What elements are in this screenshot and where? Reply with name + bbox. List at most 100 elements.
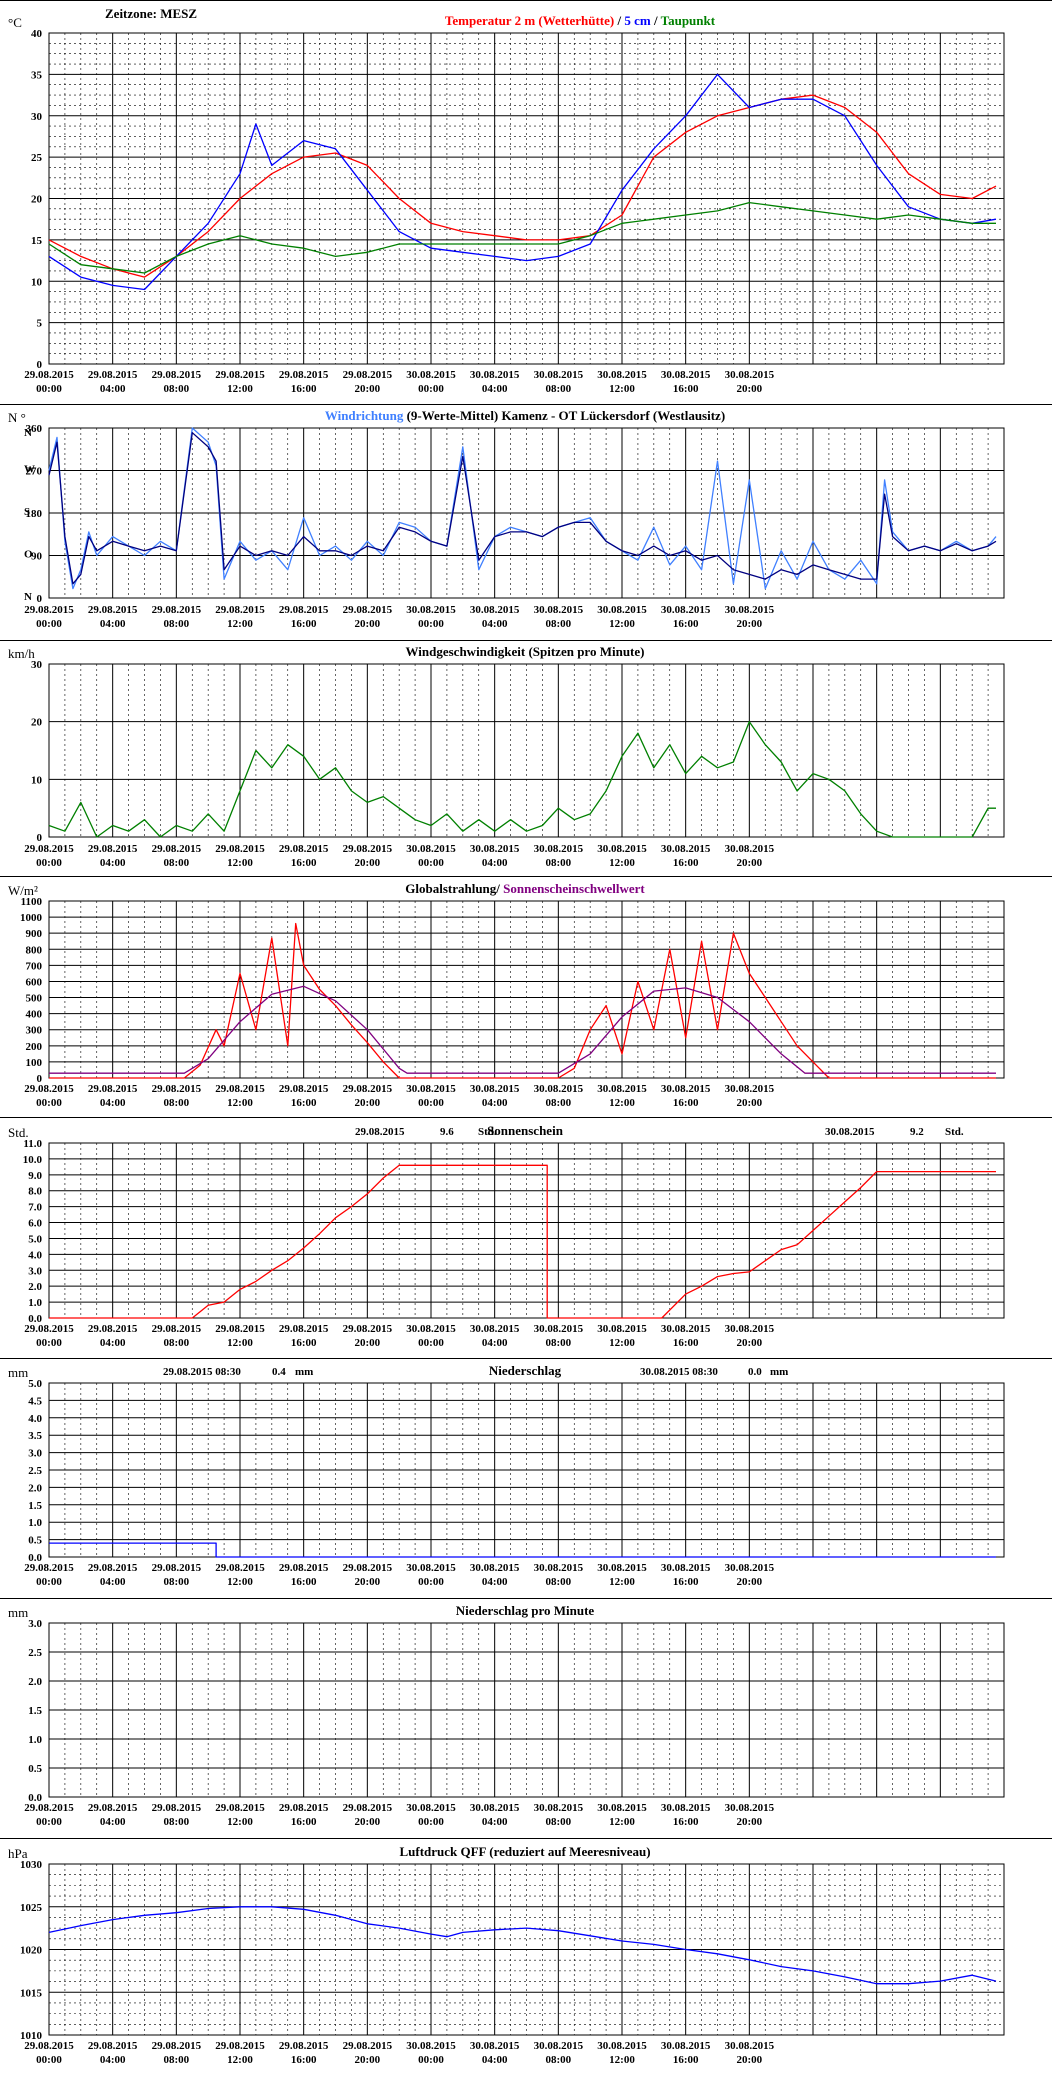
x-tick-time: 00:00 — [36, 1576, 62, 1588]
y-tick-label: 25 — [31, 152, 43, 164]
y-tick-label: 1025 — [20, 1902, 43, 1914]
annotation-unit: mm — [295, 1366, 313, 1378]
y-tick-label: 10 — [31, 276, 43, 288]
x-tick-date: 30.08.2015 — [661, 843, 711, 855]
x-tick-time: 16:00 — [291, 1576, 317, 1588]
y-unit-label: N ° — [8, 410, 26, 425]
y-tick-label: 400 — [26, 1009, 43, 1021]
y-tick-label: 10 — [31, 774, 43, 786]
x-tick-date: 30.08.2015 — [470, 1802, 520, 1814]
y-tick-label: 7.0 — [28, 1202, 42, 1214]
x-tick-date: 29.08.2015 — [215, 604, 265, 616]
x-tick-time: 08:00 — [545, 1816, 571, 1828]
compass-label: O — [24, 549, 33, 561]
x-tick-time: 12:00 — [227, 1576, 253, 1588]
x-tick-date: 29.08.2015 — [152, 1323, 202, 1335]
x-tick-date: 30.08.2015 — [725, 843, 775, 855]
x-tick-time: 00:00 — [418, 383, 444, 395]
x-tick-date: 30.08.2015 — [725, 604, 775, 616]
series-line-mittel — [48, 432, 997, 585]
x-tick-date: 29.08.2015 — [343, 1802, 393, 1814]
x-tick-date: 30.08.2015 — [470, 843, 520, 855]
series-line-windrichtung — [48, 427, 997, 590]
y-tick-label: 5.0 — [28, 1378, 42, 1390]
x-tick-date: 29.08.2015 — [152, 1802, 202, 1814]
x-tick-time: 08:00 — [545, 2054, 571, 2066]
y-tick-label: 3.0 — [28, 1265, 42, 1277]
chart-title: Globalstrahlung/ Sonnenscheinschwellwert — [405, 881, 645, 896]
x-tick-time: 20:00 — [354, 1576, 380, 1588]
x-tick-date: 30.08.2015 — [470, 369, 520, 381]
y-tick-label: 0.0 — [28, 1552, 42, 1564]
x-tick-date: 30.08.2015 — [597, 2040, 647, 2052]
x-tick-time: 00:00 — [418, 1576, 444, 1588]
y-tick-label: 4.5 — [28, 1395, 42, 1407]
y-tick-label: 180 — [26, 508, 43, 520]
x-tick-time: 00:00 — [418, 857, 444, 869]
x-tick-date: 30.08.2015 — [406, 1562, 456, 1574]
x-tick-time: 00:00 — [418, 618, 444, 630]
chart-title: Windrichtung (9-Werte-Mittel) Kamenz - O… — [325, 408, 725, 423]
x-tick-time: 16:00 — [291, 383, 317, 395]
x-tick-time: 20:00 — [736, 1097, 762, 1109]
x-tick-time: 04:00 — [100, 2054, 126, 2066]
x-tick-date: 29.08.2015 — [215, 1083, 265, 1095]
y-tick-label: 6.0 — [28, 1218, 42, 1230]
x-tick-time: 20:00 — [354, 2054, 380, 2066]
x-tick-time: 04:00 — [100, 383, 126, 395]
x-tick-date: 29.08.2015 — [343, 843, 393, 855]
y-tick-label: 10.0 — [23, 1154, 43, 1166]
series-line-5-cm — [48, 73, 997, 291]
y-tick-label: 3.5 — [28, 1430, 42, 1442]
x-tick-time: 00:00 — [36, 1337, 62, 1349]
x-tick-time: 12:00 — [227, 1097, 253, 1109]
x-tick-date: 30.08.2015 — [534, 604, 584, 616]
y-tick-label: 9.0 — [28, 1170, 42, 1182]
x-tick-date: 29.08.2015 — [88, 604, 138, 616]
annotation-value: 9.6 — [440, 1126, 454, 1138]
x-tick-date: 29.08.2015 — [279, 369, 329, 381]
x-tick-date: 29.08.2015 — [24, 843, 74, 855]
x-tick-time: 12:00 — [609, 1337, 635, 1349]
x-tick-time: 00:00 — [36, 1097, 62, 1109]
chart-title: Sonnenschein — [487, 1123, 564, 1138]
x-tick-time: 04:00 — [100, 1576, 126, 1588]
x-tick-time: 04:00 — [482, 1337, 508, 1349]
x-tick-time: 08:00 — [163, 1576, 189, 1588]
y-tick-label: 2.0 — [28, 1482, 42, 1494]
x-tick-time: 08:00 — [163, 857, 189, 869]
x-tick-time: 12:00 — [227, 1816, 253, 1828]
panel-precipitation_minute: 0.0 0.5 1.0 1.5 2.0 2.5 3.0mm Niederschlag pro … — [0, 1598, 1052, 1828]
annotation-unit: Std. — [945, 1126, 964, 1138]
annotation-value: 9.2 — [910, 1126, 924, 1138]
x-tick-time: 04:00 — [482, 857, 508, 869]
x-tick-date: 29.08.2015 — [152, 369, 202, 381]
annotation-value: 0.0 — [748, 1366, 762, 1378]
y-tick-label: 1.0 — [28, 1297, 42, 1309]
y-tick-label: 0 — [37, 593, 43, 605]
title-part: / — [651, 13, 661, 28]
x-tick-date: 30.08.2015 — [597, 1802, 647, 1814]
x-tick-time: 16:00 — [291, 857, 317, 869]
x-tick-date: 29.08.2015 — [24, 1562, 74, 1574]
x-tick-date: 29.08.2015 — [279, 1562, 329, 1574]
x-tick-date: 30.08.2015 — [534, 2040, 584, 2052]
annotation-unit: mm — [770, 1366, 788, 1378]
y-tick-label: 11.0 — [23, 1138, 42, 1150]
x-tick-date: 29.08.2015 — [152, 1083, 202, 1095]
x-tick-date: 30.08.2015 — [534, 843, 584, 855]
x-tick-date: 29.08.2015 — [343, 1323, 393, 1335]
x-tick-time: 20:00 — [736, 2054, 762, 2066]
y-unit-label: hPa — [8, 1846, 28, 1861]
x-tick-date: 30.08.2015 — [725, 1562, 775, 1574]
x-tick-time: 00:00 — [36, 1816, 62, 1828]
annotation-date: 29.08.2015 — [355, 1126, 405, 1138]
chart-title: Luftdruck QFF (reduziert auf Meeresnivea… — [399, 1844, 650, 1859]
x-tick-time: 16:00 — [673, 1576, 699, 1588]
x-tick-date: 30.08.2015 — [534, 1083, 584, 1095]
title-part: Kamenz - OT Lückersdorf (Westlausitz) — [498, 408, 725, 423]
x-tick-date: 30.08.2015 — [534, 1802, 584, 1814]
x-tick-time: 16:00 — [291, 1097, 317, 1109]
y-tick-label: 0 — [37, 1073, 43, 1085]
x-tick-time: 12:00 — [609, 2054, 635, 2066]
